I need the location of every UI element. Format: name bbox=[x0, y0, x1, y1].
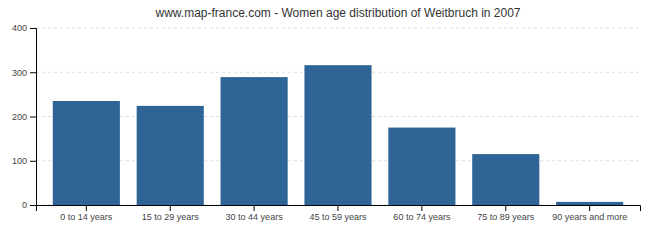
x-tick-label: 0 to 14 years bbox=[60, 212, 113, 222]
x-tick: 30 to 44 years bbox=[226, 205, 284, 222]
x-tick-label: 90 years and more bbox=[552, 212, 627, 222]
y-tick-mark bbox=[30, 205, 36, 206]
plot: 0 to 14 years 15 to 29 years 30 to 44 year… bbox=[12, 23, 641, 222]
bar bbox=[556, 202, 623, 205]
x-tick-mark bbox=[338, 205, 339, 211]
bar bbox=[221, 77, 288, 205]
bars bbox=[53, 65, 623, 205]
x-axis: 0 to 14 years 15 to 29 years 30 to 44 year… bbox=[37, 205, 641, 222]
x-tick-mark bbox=[86, 205, 87, 211]
x-tick: 75 to 89 years bbox=[477, 205, 535, 222]
y-tick-label: 100 bbox=[12, 156, 27, 166]
bar bbox=[137, 106, 204, 205]
x-tick-label: 45 to 59 years bbox=[309, 212, 367, 222]
x-tick: 60 to 74 years bbox=[393, 205, 451, 222]
y-tick: 100 bbox=[12, 156, 36, 166]
x-tick-mark bbox=[589, 205, 590, 211]
bar bbox=[53, 101, 120, 205]
x-tick: 15 to 29 years bbox=[142, 205, 200, 222]
x-tick-label: 75 to 89 years bbox=[477, 212, 535, 222]
y-tick-mark bbox=[30, 161, 36, 162]
y-tick-mark bbox=[30, 117, 36, 118]
chart: 0 to 14 years 15 to 29 years 30 to 44 year… bbox=[0, 0, 650, 229]
y-axis: 0 100 200 300 400 bbox=[12, 23, 37, 210]
x-tick: 0 to 14 years bbox=[60, 205, 113, 222]
y-tick-label: 0 bbox=[22, 200, 27, 210]
bar bbox=[472, 154, 539, 205]
y-tick-label: 300 bbox=[12, 68, 27, 78]
x-tick-mark bbox=[170, 205, 171, 211]
bar bbox=[304, 65, 371, 205]
y-tick: 200 bbox=[12, 112, 36, 122]
x-tick-label: 30 to 44 years bbox=[226, 212, 284, 222]
x-tick-mark bbox=[505, 205, 506, 211]
x-tick: 90 years and more bbox=[552, 205, 627, 222]
y-tick-label: 200 bbox=[12, 112, 27, 122]
grid-line bbox=[36, 28, 640, 29]
y-tick: 0 bbox=[22, 200, 36, 210]
x-tick-mark bbox=[254, 205, 255, 211]
title: www.map-france.com - Women age distribut… bbox=[154, 6, 520, 20]
y-tick: 400 bbox=[12, 23, 36, 33]
x-tick-mark bbox=[421, 205, 422, 211]
x-tick-label: 15 to 29 years bbox=[142, 212, 200, 222]
x-tick: 45 to 59 years bbox=[309, 205, 367, 222]
y-axis-line bbox=[30, 29, 37, 206]
y-tick-mark bbox=[30, 72, 36, 73]
y-tick-label: 400 bbox=[12, 23, 27, 33]
bar bbox=[388, 128, 455, 205]
grid bbox=[36, 28, 640, 205]
y-tick-mark bbox=[30, 28, 36, 29]
x-tick-label: 60 to 74 years bbox=[393, 212, 451, 222]
x-axis-line bbox=[37, 206, 641, 212]
y-tick: 300 bbox=[12, 68, 36, 78]
